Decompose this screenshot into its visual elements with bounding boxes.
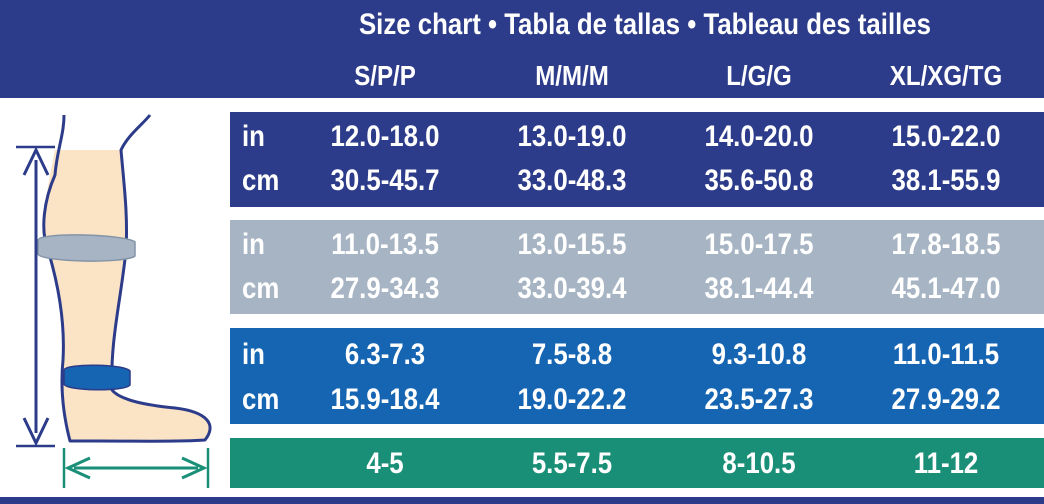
table-cell: 30.5-45.7 xyxy=(330,164,440,197)
table-cell: 33.0-39.4 xyxy=(517,272,627,305)
table-cell: 9.3-10.8 xyxy=(711,338,807,371)
size-header-xl: XL/XG/TG xyxy=(889,60,1003,91)
table-cell: 14.0-20.0 xyxy=(704,120,814,153)
table-cell: 8-10.5 xyxy=(722,447,796,480)
width-arrow-left-icon xyxy=(64,456,91,480)
table-cell: 6.3-7.3 xyxy=(344,338,426,371)
table-cell: 17.8-18.5 xyxy=(891,228,1001,261)
table-cell: 12.0-18.0 xyxy=(330,120,440,153)
table-cell: 11.0-13.5 xyxy=(331,228,439,261)
table-cell: 4-5 xyxy=(366,447,404,480)
table-cell: 38.1-55.9 xyxy=(891,164,1001,197)
table-cell: 19.0-22.2 xyxy=(517,383,627,416)
table-cell: 35.6-50.8 xyxy=(704,164,814,197)
size-header-m: M/M/M xyxy=(535,60,609,91)
table-cell: 7.5-8.8 xyxy=(531,338,613,371)
table-cell: 15.9-18.4 xyxy=(330,383,440,416)
calf-max-row: in cm 12.0-18.0 13.0-19.0 14.0-20.0 15.0… xyxy=(230,112,1044,207)
height-arrow-up-icon xyxy=(22,146,50,176)
chart-title: Size chart • Tabla de tallas • Tableau d… xyxy=(358,8,931,41)
bottom-rule xyxy=(0,497,1044,504)
size-header-l: L/G/G xyxy=(726,60,792,91)
table-cell: 13.0-15.5 xyxy=(517,228,627,261)
unit-label-in: in xyxy=(242,228,265,261)
calf-band xyxy=(37,234,136,262)
unit-label-cm: cm xyxy=(242,272,280,305)
size-header-s: S/P/P xyxy=(354,60,416,91)
width-arrow-right-icon xyxy=(181,456,208,480)
unit-label-in: in xyxy=(242,120,265,153)
unit-label-cm: cm xyxy=(242,383,280,416)
unit-label-cm: cm xyxy=(242,164,280,197)
table-cell: 27.9-29.2 xyxy=(891,383,1001,416)
header-bar: Size chart • Tabla de tallas • Tableau d… xyxy=(0,0,1044,98)
shoe-size-row: 4-5 5.5-7.5 8-10.5 11-12 xyxy=(230,438,1044,488)
table-cell: 38.1-44.4 xyxy=(704,272,814,305)
ankle-band xyxy=(63,364,131,391)
table-cell: 11-12 xyxy=(913,447,979,480)
table-cell: 13.0-19.0 xyxy=(517,120,627,153)
ankle-row: in cm 6.3-7.3 7.5-8.8 9.3-10.8 11.0-11.5… xyxy=(230,328,1044,424)
table-cell: 33.0-48.3 xyxy=(517,164,627,197)
table-cell: 45.1-47.0 xyxy=(891,272,1001,305)
table-cell: 15.0-17.5 xyxy=(704,228,814,261)
table-cell: 23.5-27.3 xyxy=(704,383,814,416)
calf-min-row: in cm 11.0-13.5 13.0-15.5 15.0-17.5 17.8… xyxy=(230,220,1044,314)
table-cell: 11.0-11.5 xyxy=(892,338,1000,371)
unit-label-in: in xyxy=(242,338,265,371)
leg-measurement-illustration xyxy=(16,114,212,488)
table-cell: 5.5-7.5 xyxy=(531,447,613,480)
height-arrow-down-icon xyxy=(22,417,50,447)
leg-skin xyxy=(44,150,211,442)
table-cell: 27.9-34.3 xyxy=(330,272,440,305)
table-cell: 15.0-22.0 xyxy=(891,120,1001,153)
